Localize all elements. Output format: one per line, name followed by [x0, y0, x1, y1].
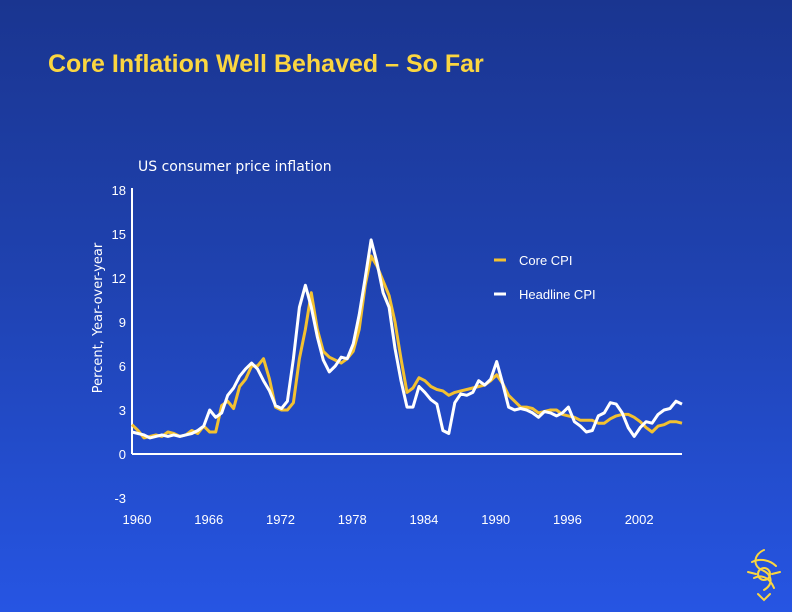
- x-tick-label: 1996: [553, 512, 582, 527]
- slide-title: Core Inflation Well Behaved – So Far: [48, 50, 484, 78]
- chart-legend: Core CPI Headline CPI: [494, 253, 596, 302]
- series-layer: [130, 238, 683, 440]
- y-tick-label: 15: [112, 227, 126, 242]
- x-tick-label: 1978: [338, 512, 367, 527]
- x-tick-label: 2002: [625, 512, 654, 527]
- series-line-core-cpi: [130, 254, 683, 440]
- y-tick-label: 6: [119, 359, 126, 374]
- y-tick-label: 3: [119, 403, 126, 418]
- y-tick-label: 12: [112, 271, 126, 286]
- crest-icon: [747, 549, 781, 602]
- y-tick-label: -3: [114, 491, 126, 506]
- y-tick-label: 9: [119, 315, 126, 330]
- y-axis-ticks: 18 15 12 9 6 3 0 -3: [112, 183, 126, 506]
- x-tick-label: 1960: [123, 512, 152, 527]
- x-axis-ticks: 1960 1966 1972 1978 1984 1990 1996 2002: [123, 512, 654, 527]
- chart-title: US consumer price inflation: [138, 159, 332, 175]
- x-tick-label: 1984: [409, 512, 438, 527]
- x-tick-label: 1966: [194, 512, 223, 527]
- y-axis-label: Percent, Year-over-year: [91, 242, 106, 393]
- x-tick-label: 1990: [481, 512, 510, 527]
- y-tick-label: 0: [119, 447, 126, 462]
- x-tick-label: 1972: [266, 512, 295, 527]
- series-line-headline-cpi: [131, 238, 683, 440]
- y-tick-label: 18: [112, 183, 126, 198]
- legend-label: Headline CPI: [519, 287, 596, 302]
- legend-label: Core CPI: [519, 253, 572, 268]
